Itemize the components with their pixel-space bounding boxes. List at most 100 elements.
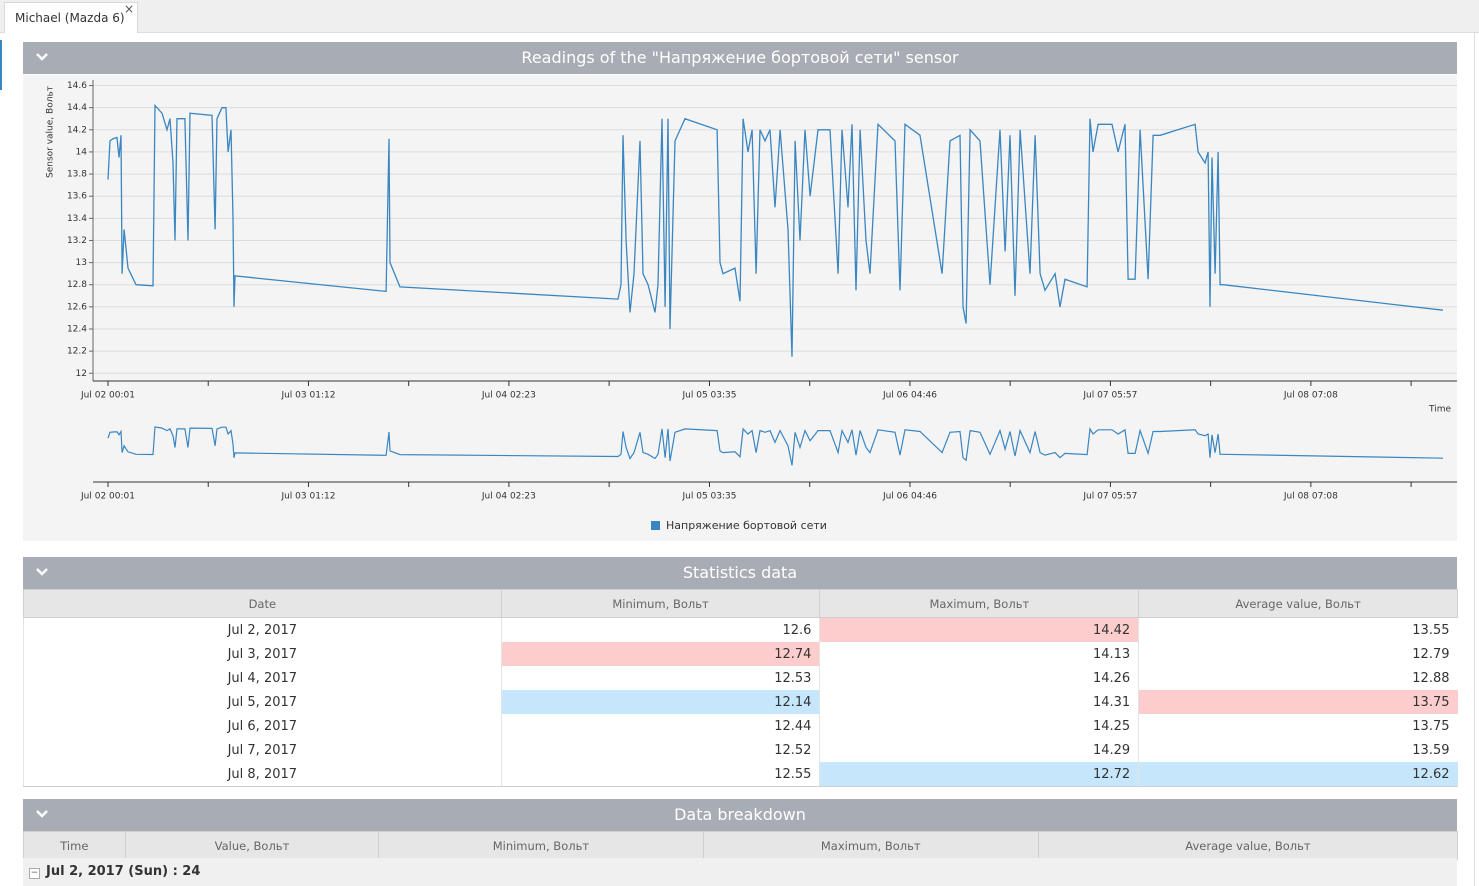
y-tick-label: 12.8 (67, 280, 87, 290)
group-toggle[interactable]: − (29, 868, 40, 879)
table-cell: Jul 4, 2017 (23, 666, 502, 690)
column-header: Maximum, Вольт (702, 831, 1039, 860)
x-tick-label: Jul 05 03:35 (682, 492, 737, 502)
panel-title: Statistics data (682, 563, 798, 582)
column-header: Minimum, Вольт (500, 589, 821, 618)
column-header: Maximum, Вольт (819, 589, 1140, 618)
statistics-table: Date Minimum, Вольт Maximum, Вольт Average … (23, 589, 1458, 787)
y-tick-label: 12.2 (67, 347, 87, 357)
group-label: Jul 2, 2017 (Sun) : 24 (46, 864, 201, 879)
y-tick-label: 13.4 (67, 214, 87, 224)
column-header: Average value, Вольт (1138, 589, 1458, 618)
table-cell: Jul 7, 2017 (23, 738, 502, 762)
table-cell: 14.42 (819, 617, 1139, 642)
table-cell: 12.72 (819, 762, 1139, 787)
scroll-border (1474, 32, 1475, 886)
collapse-icon[interactable] (35, 799, 49, 831)
y-tick-label: 14.4 (67, 103, 87, 113)
x-tick-label: Jul 08 07:08 (1283, 492, 1338, 502)
panel-header[interactable]: Data breakdown (23, 799, 1457, 831)
breakdown-table: Time Value, Вольт Minimum, Вольт Maximum, В… (23, 831, 1459, 860)
table-row: Jul 3, 2017 12.74 14.13 12.79 (23, 642, 1458, 666)
y-tick-label: 13 (76, 258, 87, 268)
y-tick-label: 13.8 (67, 170, 87, 180)
x-tick-label: Jul 03 01:12 (280, 492, 335, 502)
x-tick-label: Jul 07 05:57 (1082, 492, 1137, 502)
legend-label: Напряжение бортовой сети (666, 519, 827, 532)
column-header: Minimum, Вольт (378, 831, 704, 860)
x-tick-label: Jul 04 02:23 (481, 492, 536, 502)
tab[interactable]: Michael (Mazda 6) × (4, 2, 138, 33)
legend-swatch (651, 521, 660, 530)
plot-background (93, 80, 1457, 381)
y-axis-label: Sensor value, Вольт (46, 86, 56, 178)
chart: 12 12.2 12.4 12.6 12.8 13 13.2 13.4 13.6 13.8 14 14… (46, 80, 1457, 532)
table-cell: 13.75 (1138, 690, 1458, 714)
table-row: Jul 4, 2017 12.53 14.26 12.88 (23, 666, 1458, 690)
y-tick-label: 14.2 (67, 125, 87, 135)
table-cell: 12.74 (500, 642, 820, 666)
x-tick-label: Jul 04 02:23 (481, 391, 536, 401)
table-row: Jul 7, 2017 12.52 14.29 13.59 (23, 738, 1458, 762)
group-row: − Jul 2, 2017 (Sun) : 24 (23, 858, 1457, 886)
column-header: Value, Вольт (124, 831, 380, 860)
table-cell: 14.13 (819, 642, 1139, 666)
x-tick-label: Jul 08 07:08 (1283, 391, 1338, 401)
table-row: Jul 5, 2017 12.14 14.31 13.75 (23, 690, 1458, 714)
line-series (107, 103, 1444, 357)
table-cell: 12.88 (1138, 666, 1458, 690)
table-cell: 13.59 (1138, 738, 1458, 762)
table-cell: 12.6 (500, 617, 820, 642)
y-tick-label: 12 (76, 369, 87, 379)
table-cell: Jul 2, 2017 (23, 617, 502, 642)
y-tick-label: 12.6 (67, 302, 87, 312)
active-stripe (0, 40, 2, 90)
table-cell: Jul 3, 2017 (23, 642, 502, 666)
navigator-series (107, 426, 1444, 466)
panel-header[interactable]: Statistics data (23, 557, 1457, 589)
table-cell: Jul 8, 2017 (23, 762, 502, 787)
x-tick-label: Jul 02 00:01 (80, 391, 135, 401)
table-cell: Jul 5, 2017 (23, 690, 502, 714)
x-tick-label: Jul 05 03:35 (682, 391, 737, 401)
tab-close[interactable]: × (123, 2, 134, 16)
table-cell: 12.62 (1138, 762, 1458, 787)
table-cell: 12.55 (500, 762, 820, 787)
panel-title: Readings of the "Напряжение бортовой сет… (521, 48, 959, 67)
table-row: Jul 8, 2017 12.55 12.72 12.62 (23, 762, 1458, 787)
table-row: Jul 6, 2017 12.44 14.25 13.75 (23, 714, 1458, 738)
chart-area: 12 12.2 12.4 12.6 12.8 13 13.2 13.4 13.6 13.8 14 14… (23, 75, 1457, 541)
collapse-icon[interactable] (35, 42, 49, 74)
x-tick-label: Jul 06 04:46 (882, 492, 937, 502)
table-cell: 12.52 (500, 738, 820, 762)
x-tick-label: Jul 03 01:12 (280, 391, 335, 401)
table-cell: 12.44 (500, 714, 820, 738)
tab-bar: Michael (Mazda 6) × (0, 0, 1479, 33)
collapse-icon[interactable] (35, 557, 49, 589)
tab-title[interactable]: Michael (Mazda 6) (15, 11, 125, 25)
x-tick-label: Jul 02 00:01 (80, 492, 135, 502)
x-tick-label: Jul 07 05:57 (1082, 391, 1137, 401)
table-cell: 13.75 (1138, 714, 1458, 738)
x-axis-label: Time (1428, 405, 1451, 415)
table-cell: 14.26 (819, 666, 1139, 690)
y-tick-label: 13.2 (67, 236, 87, 246)
table-cell: 12.79 (1138, 642, 1458, 666)
table-cell: 12.53 (500, 666, 820, 690)
panel-header[interactable]: Readings of the "Напряжение бортовой сет… (23, 42, 1457, 74)
y-tick-label: 14 (76, 147, 88, 157)
table-cell: 14.31 (819, 690, 1139, 714)
table-cell: 13.55 (1138, 617, 1458, 642)
table-cell: 12.14 (500, 690, 820, 714)
column-header: Date (23, 589, 502, 618)
table-cell: 14.29 (819, 738, 1139, 762)
table-cell: 14.25 (819, 714, 1139, 738)
y-tick-label: 14.6 (67, 81, 87, 91)
y-tick-label: 12.4 (67, 324, 87, 334)
x-tick-label: Jul 06 04:46 (882, 391, 937, 401)
table-row: Jul 2, 2017 12.6 14.42 13.55 (23, 617, 1458, 642)
column-header: Average value, Вольт (1037, 831, 1459, 860)
column-header: Time (23, 831, 126, 860)
